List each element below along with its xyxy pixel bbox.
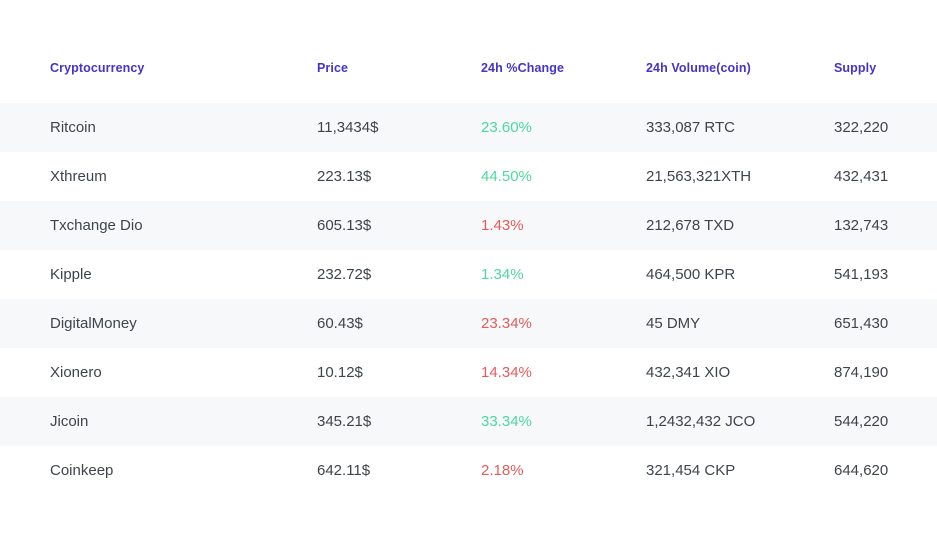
crypto-table: Cryptocurrency Price 24h %Change 24h Vol… [0,0,937,495]
coin-volume: 1,2432,432 JCO [646,413,756,430]
table-row[interactable]: Txchange Dio 605.13$ 1.43% 212,678 TXD 1… [0,201,937,250]
coin-change: 23.34% [481,315,532,332]
column-header-supply[interactable]: Supply [834,61,877,75]
coin-price: 10.12$ [317,364,363,381]
coin-name: Jicoin [50,413,89,430]
table-row[interactable]: Xthreum 223.13$ 44.50% 21,563,321XTH 432… [0,152,937,201]
coin-supply: 541,193 [834,266,889,283]
coin-supply: 432,431 [834,168,889,185]
coin-change: 1.43% [481,217,524,234]
coin-name: Coinkeep [50,462,114,479]
coin-change: 23.60% [481,119,532,136]
coin-supply: 322,220 [834,119,889,136]
coin-change: 44.50% [481,168,532,185]
coin-name: Txchange Dio [50,217,143,234]
coin-change: 14.34% [481,364,532,381]
table-row[interactable]: Xionero 10.12$ 14.34% 432,341 XIO 874,19… [0,348,937,397]
table-row[interactable]: Ritcoin 11,3434$ 23.60% 333,087 RTC 322,… [0,103,937,152]
table-header-row: Cryptocurrency Price 24h %Change 24h Vol… [0,0,937,86]
coin-volume: 464,500 KPR [646,266,736,283]
coin-supply: 544,220 [834,413,889,430]
column-header-volume[interactable]: 24h Volume(coin) [646,61,751,75]
coin-volume: 432,341 XIO [646,364,731,381]
table-row[interactable]: DigitalMoney 60.43$ 23.34% 45 DMY 651,43… [0,299,937,348]
column-header-price[interactable]: Price [317,61,349,75]
coin-change: 33.34% [481,413,532,430]
coin-volume: 21,563,321XTH [646,168,752,185]
coin-name: Kipple [50,266,92,283]
coin-supply: 132,743 [834,217,889,234]
coin-supply: 651,430 [834,315,889,332]
column-header-cryptocurrency[interactable]: Cryptocurrency [50,61,145,75]
coin-change: 1.34% [481,266,524,283]
coin-volume: 212,678 TXD [646,217,735,234]
coin-price: 345.21$ [317,413,372,430]
table-row[interactable]: Kipple 232.72$ 1.34% 464,500 KPR 541,193 [0,250,937,299]
table-body: Ritcoin 11,3434$ 23.60% 333,087 RTC 322,… [0,103,937,495]
coin-supply: 874,190 [834,364,889,381]
coin-name: DigitalMoney [50,315,137,332]
coin-price: 223.13$ [317,168,372,185]
column-header-change[interactable]: 24h %Change [481,61,565,75]
coin-name: Xionero [50,364,102,381]
coin-price: 60.43$ [317,315,363,332]
coin-volume: 321,454 CKP [646,462,736,479]
coin-price: 232.72$ [317,266,372,283]
coin-volume: 45 DMY [646,315,701,332]
coin-price: 11,3434$ [317,119,379,136]
coin-price: 642.11$ [317,462,371,479]
coin-name: Xthreum [50,168,107,185]
coin-change: 2.18% [481,462,524,479]
coin-name: Ritcoin [50,119,96,136]
table-row[interactable]: Jicoin 345.21$ 33.34% 1,2432,432 JCO 544… [0,397,937,446]
table-row[interactable]: Coinkeep 642.11$ 2.18% 321,454 CKP 644,6… [0,446,937,495]
coin-volume: 333,087 RTC [646,119,735,136]
coin-supply: 644,620 [834,462,889,479]
coin-price: 605.13$ [317,217,372,234]
